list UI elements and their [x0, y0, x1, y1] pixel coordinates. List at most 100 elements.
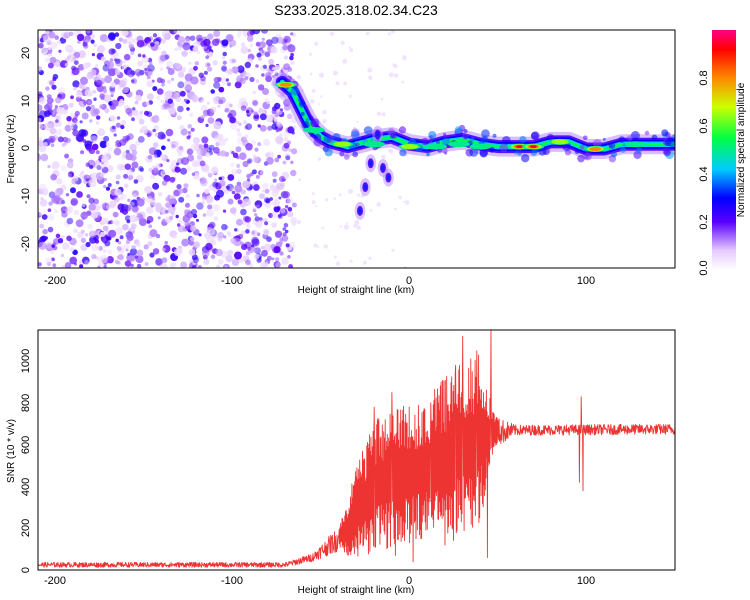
noise-speckle — [254, 216, 260, 222]
noise-speckle — [38, 123, 44, 130]
noise-speckle — [55, 128, 63, 136]
noise-speckle — [296, 75, 302, 80]
noise-speckle — [85, 162, 91, 168]
noise-speckle — [273, 118, 278, 123]
noise-speckle — [388, 149, 392, 152]
noise-speckle — [187, 81, 192, 86]
noise-speckle — [224, 108, 229, 113]
noise-speckle — [146, 111, 153, 118]
noise-speckle — [102, 218, 109, 225]
noise-speckle — [241, 230, 246, 235]
noise-speckle — [354, 220, 360, 226]
noise-speckle — [287, 44, 296, 53]
noise-speckle — [238, 122, 242, 126]
noise-speckle — [86, 71, 95, 80]
noise-speckle — [309, 52, 312, 56]
noise-speckle — [133, 179, 139, 184]
noise-speckle — [212, 204, 220, 212]
noise-speckle — [116, 116, 121, 120]
noise-speckle — [206, 101, 210, 105]
noise-speckle — [193, 65, 198, 71]
spectral-blob — [499, 143, 509, 153]
noise-speckle — [259, 170, 264, 175]
noise-speckle — [215, 248, 223, 257]
noise-speckle — [111, 220, 116, 225]
noise-speckle — [240, 105, 247, 111]
spectral-blob — [469, 148, 479, 157]
noise-speckle — [218, 99, 224, 105]
noise-speckle — [52, 77, 57, 82]
noise-speckle — [388, 32, 391, 36]
noise-speckle — [95, 150, 100, 155]
noise-speckle — [179, 90, 186, 97]
noise-speckle — [111, 48, 117, 54]
spectral-blob — [577, 154, 585, 163]
noise-speckle — [65, 206, 74, 214]
noise-speckle — [188, 61, 192, 65]
noise-speckle — [125, 239, 131, 244]
noise-speckle — [79, 264, 84, 268]
noise-speckle — [148, 100, 153, 105]
noise-speckle — [279, 133, 283, 137]
noise-speckle — [156, 95, 161, 100]
noise-speckle — [160, 38, 166, 44]
noise-speckle — [267, 125, 273, 131]
noise-speckle — [115, 174, 121, 180]
noise-speckle — [47, 208, 52, 212]
noise-speckle — [258, 57, 262, 61]
noise-speckle — [212, 96, 220, 104]
noise-speckle — [276, 138, 281, 143]
noise-speckle — [369, 209, 373, 212]
noise-speckle — [335, 81, 340, 86]
noise-speckle — [196, 218, 199, 222]
noise-speckle — [236, 168, 242, 174]
spectral-blob — [574, 149, 580, 155]
noise-speckle — [92, 43, 97, 48]
noise-speckle — [60, 253, 65, 258]
spec-x-tick-label: -100 — [221, 275, 243, 287]
spectral-blob — [620, 146, 626, 153]
noise-speckle — [186, 166, 191, 171]
noise-speckle — [61, 200, 66, 205]
noise-speckle — [190, 127, 195, 132]
noise-speckle — [207, 172, 213, 178]
noise-speckle — [173, 95, 177, 100]
noise-speckle — [137, 60, 144, 67]
noise-speckle — [329, 31, 335, 36]
noise-speckle — [39, 97, 46, 105]
spectral-blob — [290, 87, 300, 96]
spectral-blob — [398, 126, 407, 134]
noise-speckle — [123, 173, 129, 179]
noise-speckle — [206, 51, 213, 58]
noise-speckle — [205, 242, 213, 251]
noise-speckle — [107, 146, 113, 152]
noise-speckle — [333, 197, 337, 200]
noise-speckle — [124, 260, 132, 267]
noise-speckle — [164, 241, 168, 245]
snr-y-axis-title: SNR (10 * v/v) — [6, 419, 17, 483]
noise-speckle — [276, 206, 281, 211]
noise-speckle — [222, 60, 227, 65]
noise-speckle — [218, 138, 227, 146]
noise-speckle — [151, 79, 155, 83]
noise-speckle — [281, 235, 289, 242]
noise-speckle — [56, 106, 65, 115]
noise-speckle — [191, 265, 197, 268]
noise-speckle — [187, 124, 192, 129]
noise-speckle — [291, 148, 298, 155]
noise-speckle — [286, 197, 294, 204]
noise-speckle — [72, 56, 76, 61]
noise-speckle — [103, 249, 107, 253]
noise-speckle — [115, 226, 123, 235]
noise-speckle — [210, 89, 215, 94]
noise-speckle — [107, 61, 115, 69]
noise-speckle — [147, 241, 153, 247]
noise-speckle — [113, 147, 122, 156]
spectral-blob — [350, 130, 360, 140]
noise-speckle — [394, 207, 397, 211]
noise-speckle — [61, 235, 65, 239]
noise-speckle — [245, 229, 250, 234]
spectral-tail-spot — [358, 208, 362, 214]
noise-speckle — [231, 58, 237, 64]
